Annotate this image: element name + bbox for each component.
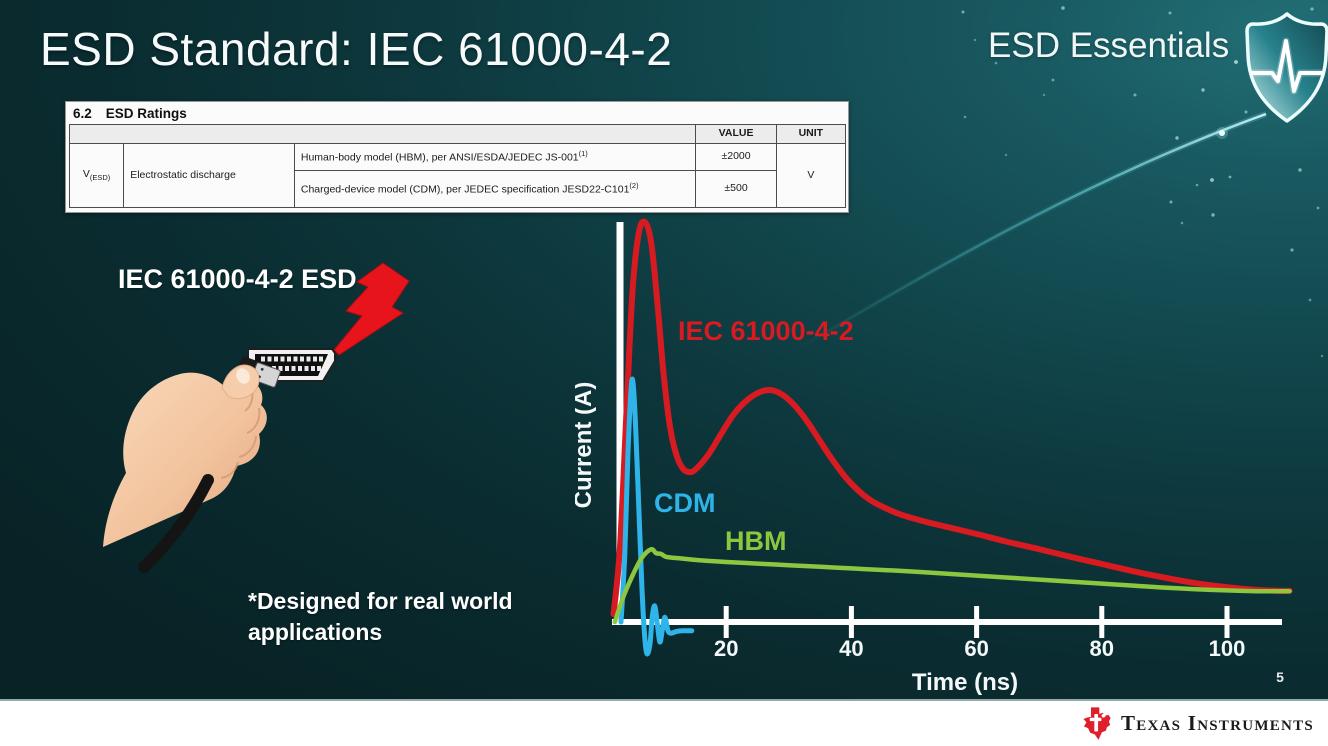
hbm-note-ref: (1) <box>578 149 588 159</box>
series-curve-hbm <box>612 546 1292 625</box>
value-column-header: VALUE <box>695 124 777 144</box>
ti-logo-icon <box>1083 706 1111 740</box>
series-curve-iec-61000-4-2 <box>610 218 1293 617</box>
comet-streak-core <box>792 112 1267 354</box>
thumbnail <box>236 368 250 384</box>
series-label-cdm: CDM <box>654 488 716 518</box>
x-tick-label: 100 <box>1209 636 1246 661</box>
hand <box>103 364 267 547</box>
unit-cell: V <box>775 143 847 208</box>
ratings-table: VALUE UNIT V(ESD) Electrostatic discharg… <box>68 124 847 208</box>
hbm-description-cell: Human-body model (HBM), per ANSI/ESDA/JE… <box>293 143 697 171</box>
x-tick-label: 40 <box>839 636 863 661</box>
x-tick-label: 20 <box>714 636 738 661</box>
footnote: *Designed for real world applications <box>248 586 513 648</box>
cdm-value-cell: ±500 <box>695 170 777 208</box>
lightning-bolt-icon <box>333 262 410 356</box>
empty-header-cell <box>68 124 697 144</box>
x-tick-label: 80 <box>1090 636 1114 661</box>
series-label-iec-61000-4-2: IEC 61000-4-2 <box>678 316 854 346</box>
illustration-caption: IEC 61000-4-2 ESD <box>118 264 357 294</box>
ratings-card: 6.2 ESD Ratings VALUE UNIT V(ESD) Electr… <box>65 101 849 213</box>
program-title: ESD Essentials <box>988 26 1230 65</box>
x-axis-label: Time (ns) <box>912 669 1018 696</box>
cdm-note-ref: (2) <box>629 181 639 191</box>
brand-name: Texas Instruments <box>1120 711 1314 735</box>
section-number: 6.2 <box>73 106 92 121</box>
page-title: ESD Standard: IEC 61000-4-2 <box>40 23 673 75</box>
comet-dot <box>1219 130 1225 136</box>
footnote-line-1: *Designed for real world <box>248 588 513 614</box>
x-tick-label: 60 <box>964 636 988 661</box>
table-row-hbm: V(ESD) Electrostatic discharge Human-bod… <box>68 143 847 208</box>
cable-tail <box>138 474 214 573</box>
hbm-value-cell: ±2000 <box>695 143 777 171</box>
section-title: ESD Ratings <box>105 106 187 121</box>
series-label-hbm: HBM <box>725 526 787 556</box>
symbol-subscript: (ESD) <box>89 173 111 183</box>
y-axis-label: Current (A) <box>575 382 597 509</box>
ratings-section-heading: 6.2 ESD Ratings <box>69 104 845 124</box>
shield-pulse-icon <box>1245 12 1328 123</box>
symbol-cell: V(ESD) <box>68 143 125 208</box>
series-curve-cdm <box>618 376 695 657</box>
footer: Texas Instruments <box>0 699 1328 746</box>
unit-column-header: UNIT <box>775 124 847 144</box>
footnote-line-2: applications <box>248 619 383 646</box>
esd-illustration <box>103 262 410 573</box>
parameter-cell: Electrostatic discharge <box>123 143 295 208</box>
table-row-cdm: Charged-device model (CDM), per JEDEC sp… <box>70 170 846 208</box>
page-number: 5 <box>1276 669 1284 685</box>
esd-waveform-chart: 20 40 60 80 100 Time (ns) Current (A) IEC 61000… <box>575 218 1293 696</box>
table-header-row: VALUE UNIT <box>68 124 847 144</box>
cdm-description-cell: Charged-device model (CDM), per JEDEC sp… <box>293 170 697 208</box>
